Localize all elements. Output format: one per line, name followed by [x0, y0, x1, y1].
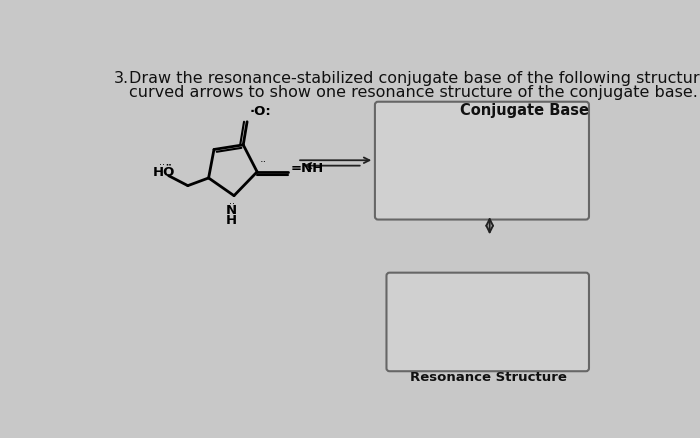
- Text: H: H: [226, 214, 237, 227]
- Text: ··: ··: [229, 198, 234, 208]
- Text: HÖ: HÖ: [153, 166, 175, 179]
- Text: Draw the resonance-stabilized conjugate base of the following structure.  Draw: Draw the resonance-stabilized conjugate …: [130, 71, 700, 86]
- Text: N: N: [226, 204, 237, 217]
- FancyBboxPatch shape: [375, 102, 589, 220]
- Text: Resonance Structure: Resonance Structure: [410, 370, 566, 383]
- FancyBboxPatch shape: [386, 273, 589, 371]
- Text: ··: ··: [260, 157, 267, 167]
- Text: curved arrows to show one resonance structure of the conjugate base.: curved arrows to show one resonance stru…: [130, 85, 698, 100]
- Text: ··: ··: [160, 159, 165, 170]
- Text: ·O:: ·O:: [249, 105, 271, 118]
- Text: =NH: =NH: [290, 162, 323, 175]
- Text: 3.: 3.: [114, 71, 129, 86]
- Text: Conjugate Base: Conjugate Base: [460, 102, 589, 117]
